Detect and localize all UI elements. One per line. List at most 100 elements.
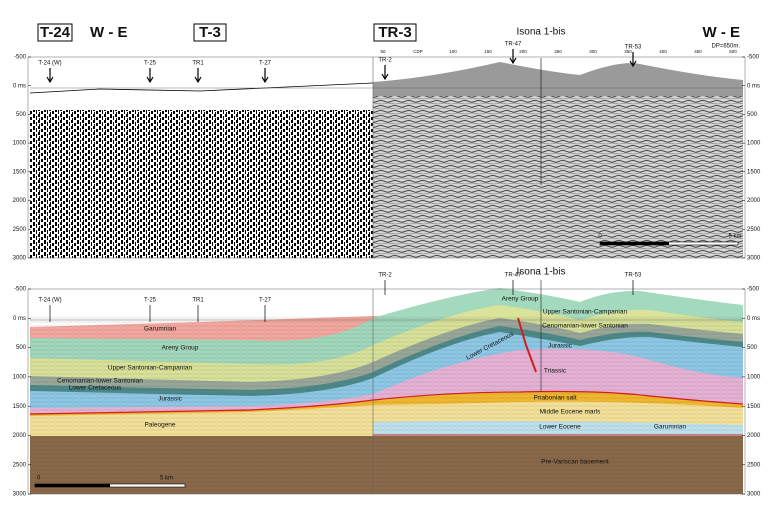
thrust — [29, 390, 744, 415]
depth-label: 2000 — [13, 433, 27, 439]
depth-label: -500 — [14, 287, 27, 293]
well-arrow — [629, 52, 637, 68]
well-label: TR-53 — [625, 45, 642, 51]
cdp-label: CDP — [413, 49, 423, 54]
depth-label: 2000 — [13, 198, 27, 204]
section-box — [193, 23, 227, 42]
well-label: T-24 (W) — [38, 298, 61, 304]
depth-label: 3000 — [13, 255, 27, 261]
depth-label: 500 — [16, 112, 27, 118]
depth-label: 1500 — [747, 169, 761, 175]
fault — [517, 317, 537, 373]
well-label: T-24 (W) — [38, 61, 61, 67]
depth-label: 3000 — [13, 492, 27, 498]
depth-label: -500 — [747, 287, 760, 293]
depth-label: 1000 — [13, 141, 27, 147]
unit-label: Garumnian — [144, 326, 177, 333]
scale-label: 5 km — [160, 476, 173, 482]
section-label: TR-3 — [378, 24, 411, 41]
unit-label: Paleogene — [144, 422, 175, 429]
well-label: TR1 — [192, 298, 204, 304]
well-label: T-25 — [144, 61, 157, 67]
depth-label: 0 ms — [747, 83, 760, 89]
well-label: TR-53 — [625, 273, 642, 279]
unit-label: Lower Eocene — [539, 424, 581, 431]
scale-label: 5 km — [728, 234, 741, 240]
unit-label: Areny Group — [162, 345, 199, 352]
depth-label: 1000 — [747, 141, 761, 147]
well-arrow — [146, 68, 154, 84]
depth-label: 1500 — [13, 404, 27, 410]
unit-label: Priabonian salt — [534, 395, 577, 402]
seismic-right — [373, 82, 743, 258]
well-arrow — [509, 49, 517, 65]
depth-label: 1000 — [13, 374, 27, 380]
unit-label: Jurassic — [548, 343, 573, 350]
well-arrow — [194, 68, 202, 84]
mute-zone — [30, 92, 373, 110]
cdp-label: 250 — [554, 49, 562, 54]
frame — [27, 288, 746, 495]
section-box — [373, 23, 417, 42]
depth-label: 2500 — [13, 227, 27, 233]
cdp-label: 500 — [729, 49, 737, 54]
unit-label: Middle Eocene marls — [540, 409, 601, 416]
unit-label: Garumnian — [654, 424, 687, 431]
datum-label: DP=650m. — [711, 44, 740, 50]
depth-label: 2000 — [747, 433, 761, 439]
cdp-label: 200 — [519, 49, 527, 54]
depth-label: 2500 — [747, 227, 761, 233]
unit-label: Cenomanian-lower Santonian — [542, 323, 628, 330]
section-label: T-3 — [199, 24, 221, 41]
depth-label: 2000 — [747, 198, 761, 204]
seismic-left — [30, 96, 373, 258]
scale-bar — [35, 484, 110, 487]
topography-line — [29, 82, 374, 94]
cdp-label: 300 — [589, 49, 597, 54]
depth-label: 500 — [747, 345, 758, 351]
well-label: T-25 — [144, 298, 157, 304]
well-label: T-27 — [259, 61, 272, 67]
unit-label: Lower Cretaceous — [69, 385, 122, 392]
direction-label: W - E — [703, 24, 741, 41]
texture — [30, 316, 743, 494]
section-label: T-24 — [40, 24, 71, 41]
depth-label: 0 ms — [747, 316, 760, 322]
top-panel: T-24 T-3 TR-3 W - E W - E DP=650m. Isona… — [27, 23, 746, 259]
scale-bar — [600, 242, 669, 245]
well-label: TR-47 — [505, 273, 522, 279]
unit-label: Cenomanian-lower Santonian — [57, 378, 143, 385]
scale-label: 0 — [598, 234, 602, 240]
depth-label: 1000 — [747, 374, 761, 380]
well-label: T-27 — [259, 298, 272, 304]
depth-label: -500 — [747, 55, 760, 61]
depth-label: 0 ms — [13, 83, 26, 89]
cdp-label: 350 — [624, 49, 632, 54]
well-label: TR1 — [192, 61, 204, 67]
cdp-label: 150 — [484, 49, 492, 54]
well-arrow — [46, 68, 54, 84]
unit-label: Upper Santonian-Campanian — [108, 365, 193, 372]
depth-label: 1500 — [13, 169, 27, 175]
depth-label: 2500 — [13, 462, 27, 468]
cdp-label: 100 — [449, 49, 457, 54]
well-label: TR-2 — [378, 273, 392, 279]
depth-label: 0 ms — [13, 316, 26, 322]
cdp-label: 450 — [694, 49, 702, 54]
depth-label: 500 — [747, 112, 758, 118]
well-label: TR-2 — [378, 58, 392, 64]
depth-label: 1500 — [747, 404, 761, 410]
depth-label: 3000 — [747, 255, 761, 261]
depth-label: -500 — [14, 55, 27, 61]
section-box — [37, 23, 73, 42]
well-arrow — [381, 65, 389, 81]
cdp-label: 50 — [380, 49, 386, 54]
unit-label: Areny Group — [502, 296, 539, 303]
well-arrow — [261, 68, 269, 84]
well-name: Isona 1-bis — [517, 27, 566, 38]
unit-label: Upper Santonian-Campanian — [543, 309, 628, 316]
unit-label: Triassic — [544, 368, 567, 375]
depth-label: 500 — [16, 345, 27, 351]
depth-label: 2500 — [747, 462, 761, 468]
